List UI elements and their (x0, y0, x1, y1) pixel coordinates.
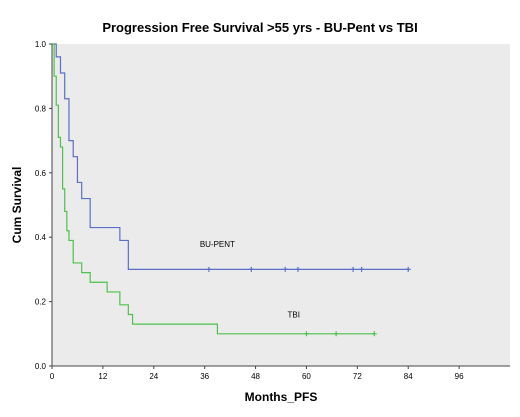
censor-mark-tbi (303, 331, 309, 337)
series-line-bu-pent (52, 43, 409, 270)
y-tick-label: 0.6 (35, 169, 47, 178)
plot-area (52, 44, 510, 366)
x-tick-label: 72 (353, 372, 362, 381)
y-tick-label: 0.8 (35, 104, 47, 113)
censor-mark-bu-pent (206, 266, 212, 272)
censor-mark-tbi (333, 331, 339, 337)
x-tick-label: 96 (455, 372, 464, 381)
series-label-tbi: TBI (287, 311, 299, 320)
censor-mark-bu-pent (359, 266, 365, 272)
x-tick-label: 24 (149, 372, 158, 381)
x-tick-label: 12 (98, 372, 107, 381)
censor-mark-bu-pent (350, 266, 356, 272)
y-tick-label: 0.0 (35, 362, 47, 371)
plot-content: BU-PENT TBI (52, 43, 411, 337)
x-tick-label: 36 (200, 372, 209, 381)
y-axis-title: Cum Survival (10, 167, 24, 244)
axis-ticks: 0 12 24 36 48 60 72 84 96 0.0 0.2 0.4 0.6 0.8 1.0 (35, 40, 464, 381)
censor-mark-bu-pent (295, 266, 301, 272)
censor-mark-tbi (371, 331, 377, 337)
series-line-tbi (52, 43, 375, 335)
censor-mark-bu-pent (405, 266, 411, 272)
censor-mark-bu-pent (248, 266, 254, 272)
x-tick-label: 60 (302, 372, 311, 381)
x-tick-label: 0 (50, 372, 55, 381)
x-axis-title: Months_PFS (245, 390, 318, 404)
censor-mark-bu-pent (282, 266, 288, 272)
y-tick-label: 0.2 (35, 298, 47, 307)
y-tick-label: 0.4 (35, 233, 47, 242)
x-tick-label: 48 (251, 372, 260, 381)
x-tick-label: 84 (404, 372, 413, 381)
chart-title: Progression Free Survival >55 yrs - BU-P… (102, 20, 417, 35)
series-label-bu-pent: BU-PENT (200, 240, 235, 249)
y-tick-label: 1.0 (35, 40, 47, 49)
